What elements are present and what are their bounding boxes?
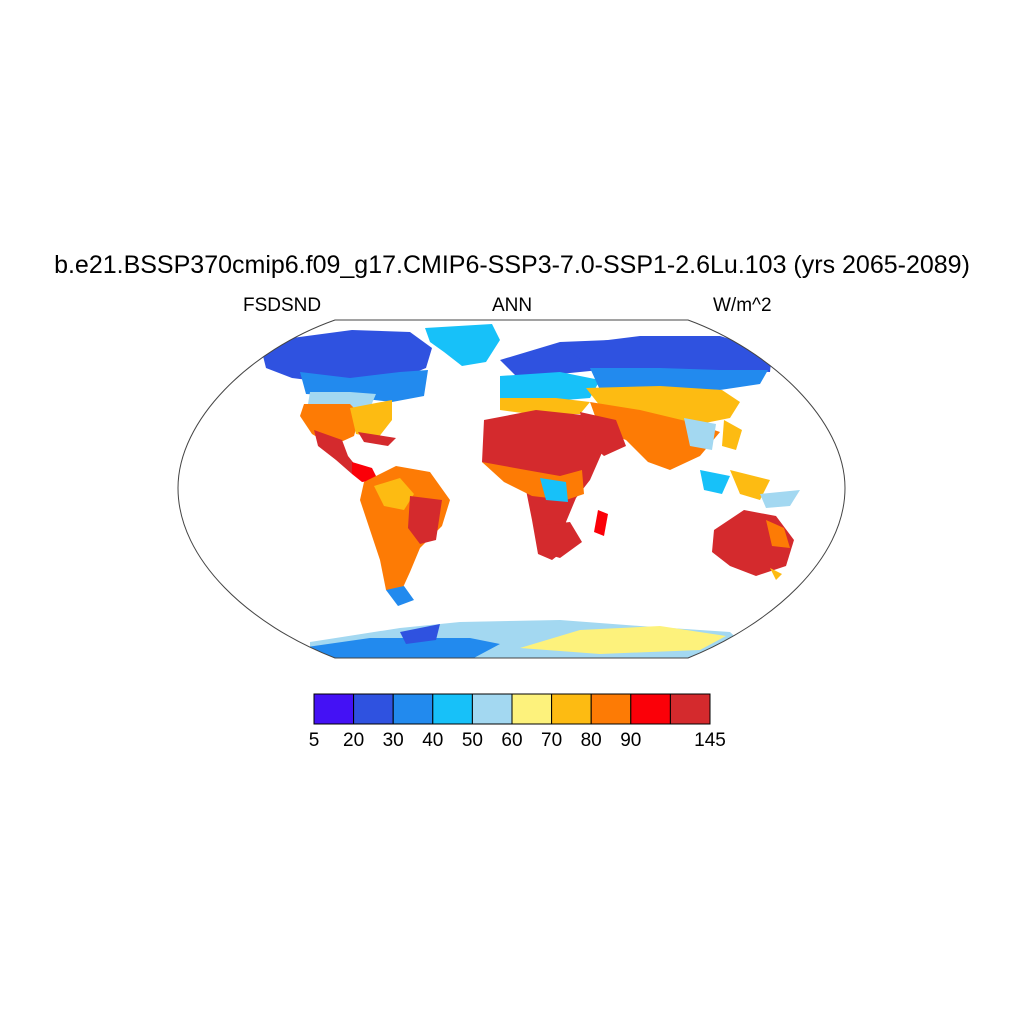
map-boundary [177, 319, 846, 659]
antarctica-region [300, 620, 760, 658]
colorbar-box [353, 693, 394, 725]
colorbar-tick-label: 60 [501, 730, 523, 751]
australia-region [712, 510, 794, 580]
colorbar-box [551, 693, 592, 725]
colorbar-box [432, 693, 473, 725]
land-fields [262, 324, 800, 658]
colorbar-box [669, 693, 711, 725]
colorbar-tick-label: 40 [422, 730, 444, 751]
greenland-region [425, 324, 500, 366]
colorbar-tick-label: 90 [620, 730, 642, 751]
colorbar-tick-label: 70 [541, 730, 563, 751]
africa-region [482, 410, 608, 560]
season-label: ANN [491, 295, 533, 316]
colorbar-tick-label: 50 [461, 730, 483, 751]
colorbar-box [392, 693, 434, 725]
colorbar-tick-label: 30 [382, 730, 404, 751]
colorbar-tick-label: 80 [580, 730, 602, 751]
colorbar-tick-label: 145 [694, 730, 726, 751]
colorbar-tick-label: 20 [343, 730, 365, 751]
colorbar-box [511, 693, 553, 725]
colorbar-box [630, 693, 671, 725]
plot-title: b.e21.BSSP370cmip6.f09_g17.CMIP6-SSP3-7.… [54, 251, 970, 279]
colorbar-tick-label: 5 [308, 730, 320, 751]
south-america-region [360, 466, 450, 606]
colorbar-box [590, 693, 632, 725]
variable-label: FSDSND [243, 295, 322, 316]
colorbar-box [313, 693, 355, 725]
north-america-region [262, 330, 432, 482]
asia-region [560, 336, 800, 508]
units-label: W/m^2 [713, 295, 772, 316]
colorbar-box [471, 693, 513, 725]
colorbar [313, 693, 711, 725]
